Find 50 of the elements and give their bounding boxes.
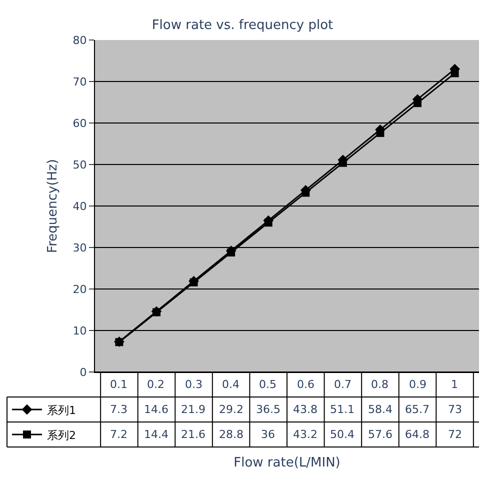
point: [302, 188, 310, 197]
point: [338, 158, 347, 167]
legend-label: 系列2: [47, 428, 76, 442]
data-label: 50.4: [330, 428, 354, 441]
x-tick-label: 0.9: [409, 378, 426, 391]
data-label: 36.5: [256, 403, 280, 416]
x-tick-label: 1: [451, 378, 458, 391]
x-tick-label: 0.8: [371, 378, 388, 391]
legend-label: 系列1: [47, 404, 76, 417]
y-tick-label: 20: [72, 282, 87, 296]
data-label: 7.3: [110, 403, 128, 416]
data-label: 29.2: [219, 403, 244, 416]
y-tick-label: 60: [72, 116, 87, 130]
x-tick-label: 0.2: [147, 378, 164, 391]
data-label: 36: [261, 428, 275, 441]
data-label: 64.8: [405, 428, 430, 441]
data-label: 14.4: [144, 428, 168, 441]
y-tick-label: 40: [72, 200, 87, 213]
y-tick-label: 0: [80, 366, 87, 379]
y-tick-label: 80: [72, 34, 87, 47]
x-tick-label: 0.1: [110, 378, 128, 391]
x-tick-label: 0.6: [297, 378, 314, 391]
data-label: 7.2: [110, 428, 128, 441]
y-axis-title: Frequency(Hz): [46, 159, 61, 253]
y-tick-label: 70: [72, 75, 87, 88]
x-tick-label: 0.5: [259, 378, 276, 391]
point: [227, 248, 236, 256]
data-label: 21.6: [181, 428, 206, 441]
data-label: 43.8: [293, 403, 318, 416]
data-label: 43.2: [293, 428, 318, 441]
data-label: 58.4: [368, 403, 392, 416]
data-label: 21.9: [181, 403, 206, 416]
x-axis-title: Flow rate(L/MIN): [234, 456, 340, 471]
x-tick-label: 0.3: [185, 378, 202, 391]
chart-title: Flow rate vs. frequency plot: [152, 18, 334, 34]
point: [190, 278, 198, 286]
data-label: 14.6: [144, 403, 168, 416]
x-tick-label: 0.4: [222, 378, 240, 391]
data-label: 73: [448, 403, 462, 416]
point: [264, 218, 272, 227]
y-tick-label: 10: [72, 324, 87, 338]
x-tick-label: 0.7: [334, 378, 352, 391]
data-label: 28.8: [219, 428, 244, 441]
y-tick-label: 50: [72, 158, 87, 172]
data-label: 65.7: [405, 403, 430, 416]
point: [450, 69, 459, 78]
data-label: 51.1: [330, 403, 354, 416]
data-label: 72: [448, 428, 462, 441]
y-tick-label: 30: [72, 241, 87, 254]
data-label: 57.6: [368, 428, 392, 441]
